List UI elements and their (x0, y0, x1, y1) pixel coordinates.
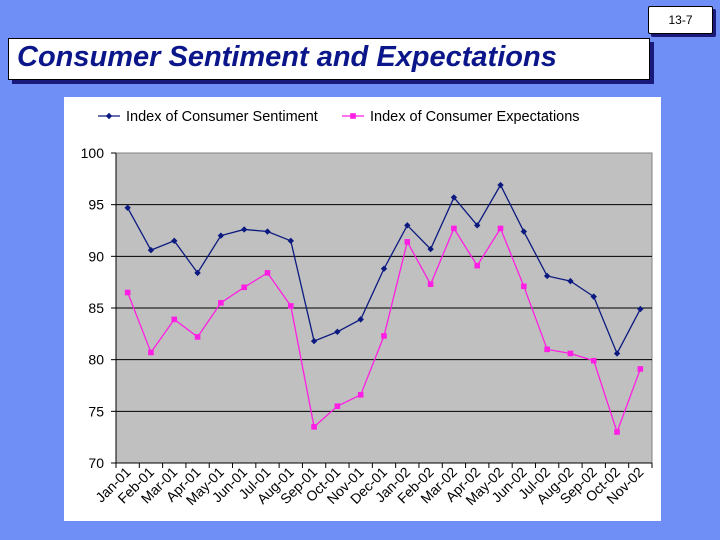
data-point (148, 349, 154, 356)
x-axis: Jan-01Feb-01Mar-01Apr-01May-01Jun-01Jul-… (92, 462, 653, 508)
data-point (124, 204, 131, 211)
series-index-of-consumer-expectations (124, 225, 644, 435)
data-point (590, 293, 597, 300)
legend-marker (105, 112, 113, 120)
data-point (427, 245, 434, 253)
data-point (171, 316, 178, 323)
legend-label: Index of Consumer Expectations (370, 109, 580, 125)
y-axis: 70 75 80 85 90 95 100 (81, 145, 117, 471)
data-point (404, 222, 411, 229)
data-point (474, 262, 481, 269)
data-point (334, 403, 341, 409)
data-point (147, 246, 155, 254)
data-point (357, 392, 364, 398)
legend-item: Index of Consumer Expectations (342, 109, 580, 125)
data-point (194, 334, 201, 340)
chart-panel: Index of Consumer Sentiment Index of Cons… (64, 97, 661, 521)
legend-marker (350, 113, 356, 119)
slide-number: 13-7 (648, 6, 713, 34)
legend-label: Index of Consumer Sentiment (126, 109, 318, 125)
data-point (264, 270, 271, 276)
data-point (474, 222, 481, 229)
y-tick-label: 75 (88, 403, 104, 419)
data-point (521, 283, 527, 290)
y-tick-label: 85 (88, 300, 104, 316)
data-point (218, 300, 224, 306)
data-point (404, 239, 411, 245)
slide-title: Consumer Sentiment and Expectations (17, 41, 557, 73)
data-point (427, 281, 434, 288)
gridlines (116, 204, 652, 412)
data-point (311, 424, 317, 430)
data-point (590, 357, 597, 364)
title-box: Consumer Sentiment and Expectations (8, 38, 650, 80)
legend-item: Index of Consumer Sentiment (98, 109, 318, 125)
data-point (334, 328, 341, 335)
data-point (613, 350, 621, 357)
data-point (637, 305, 644, 313)
y-tick-label: 100 (81, 145, 105, 161)
data-point (124, 289, 131, 296)
y-tick-label: 95 (88, 197, 104, 213)
data-point (287, 237, 294, 245)
chart-legend: Index of Consumer Sentiment Index of Cons… (98, 109, 580, 125)
data-point (451, 225, 457, 232)
y-tick-label: 90 (88, 248, 104, 264)
data-point (171, 237, 178, 245)
data-point (497, 225, 504, 232)
data-point (241, 284, 247, 291)
data-point (380, 265, 388, 272)
data-point (310, 337, 318, 345)
data-point (637, 366, 644, 372)
data-point (264, 228, 271, 235)
data-point (614, 429, 620, 435)
line-chart: Index of Consumer Sentiment Index of Cons… (81, 109, 653, 508)
y-tick-label: 80 (88, 352, 104, 368)
data-point (497, 181, 504, 189)
data-point (217, 232, 225, 239)
data-point (287, 303, 294, 309)
y-tick-label: 70 (88, 455, 104, 471)
data-point (544, 346, 550, 353)
data-point (567, 350, 574, 357)
data-point (240, 226, 248, 233)
data-point (381, 333, 387, 339)
data-point (450, 194, 458, 201)
